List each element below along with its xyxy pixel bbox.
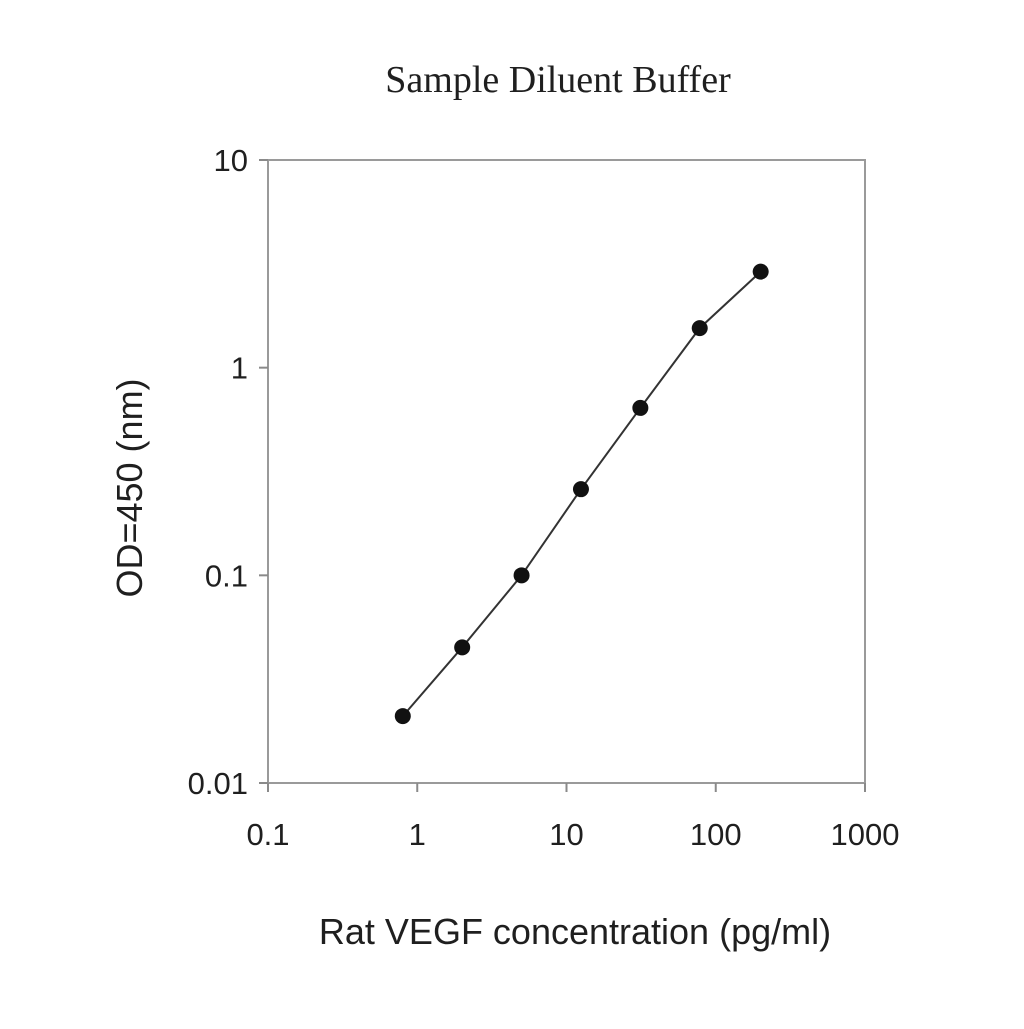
data-point — [454, 639, 471, 656]
y-tick-label: 0.1 — [205, 558, 248, 593]
x-tick-label: 100 — [690, 817, 742, 852]
y-axis-tick-labels: 0.01 0.1 1 10 — [188, 143, 248, 801]
data-point — [632, 399, 649, 416]
plot-frame — [267, 159, 866, 784]
x-axis-ticks — [267, 783, 866, 792]
y-tick-label: 0.01 — [188, 766, 248, 801]
x-axis-label: Rat VEGF concentration (pg/ml) — [319, 911, 831, 952]
x-tick-label: 1 — [409, 817, 426, 852]
x-tick-label: 1000 — [831, 817, 900, 852]
y-axis-label: OD=450 (nm) — [109, 378, 150, 597]
data-point — [691, 320, 708, 337]
data-point — [752, 263, 769, 280]
series-layer — [394, 263, 769, 725]
x-axis-tick-labels: 0.1 1 10 100 1000 — [246, 817, 899, 852]
data-point — [572, 481, 589, 498]
y-axis-ticks — [259, 159, 268, 784]
x-tick-label: 0.1 — [246, 817, 289, 852]
chart-title: Sample Diluent Buffer — [385, 59, 731, 101]
data-point — [513, 567, 530, 584]
y-tick-label: 10 — [214, 143, 248, 178]
data-point — [394, 708, 411, 725]
y-tick-label: 1 — [231, 351, 248, 386]
x-tick-label: 10 — [549, 817, 583, 852]
